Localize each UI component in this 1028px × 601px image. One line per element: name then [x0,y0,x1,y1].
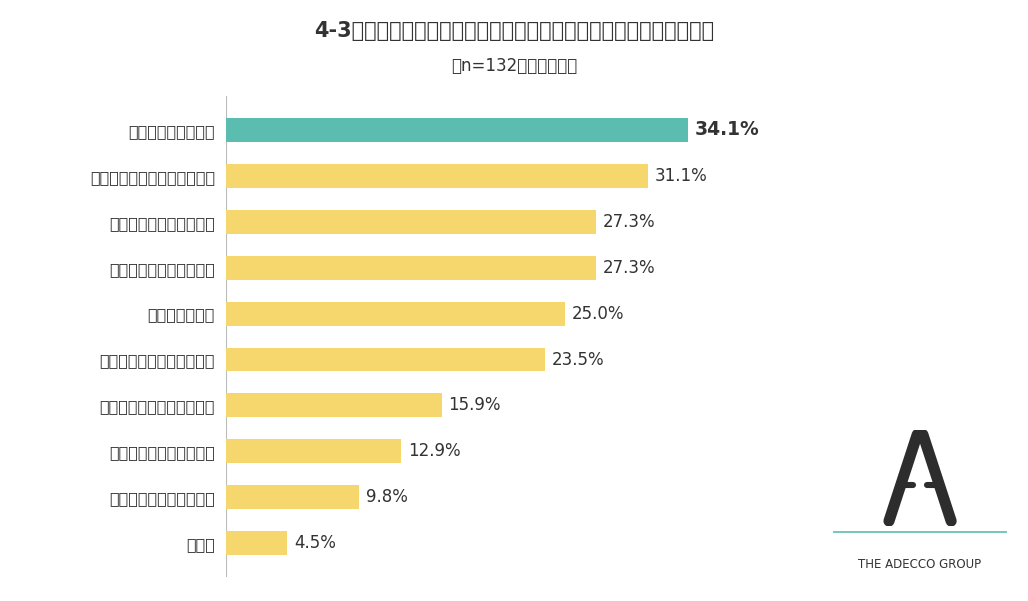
Bar [226,347,545,371]
Text: 4.5%: 4.5% [294,534,336,552]
Text: 12.9%: 12.9% [408,442,461,460]
Bar [226,531,287,555]
Text: （n=132・複数回答）: （n=132・複数回答） [451,57,577,75]
Text: 4-3．現在の勤務先ではキャリアビジョンを実現できないと思う理由: 4-3．現在の勤務先ではキャリアビジョンを実現できないと思う理由 [314,21,714,41]
Bar [226,118,689,142]
Text: THE ADECCO GROUP: THE ADECCO GROUP [858,558,982,571]
Text: 15.9%: 15.9% [448,397,501,415]
Bar [226,486,359,509]
Bar [226,394,442,417]
Text: 9.8%: 9.8% [366,488,408,506]
Text: 23.5%: 23.5% [551,350,604,368]
Text: 31.1%: 31.1% [655,167,707,185]
Bar [226,210,596,234]
Text: 27.3%: 27.3% [602,258,656,276]
Text: 34.1%: 34.1% [695,120,760,139]
Text: 25.0%: 25.0% [572,305,624,323]
Text: 27.3%: 27.3% [602,213,656,231]
Bar [226,164,648,188]
Bar [226,256,596,279]
Bar [226,302,565,326]
Bar [226,439,401,463]
